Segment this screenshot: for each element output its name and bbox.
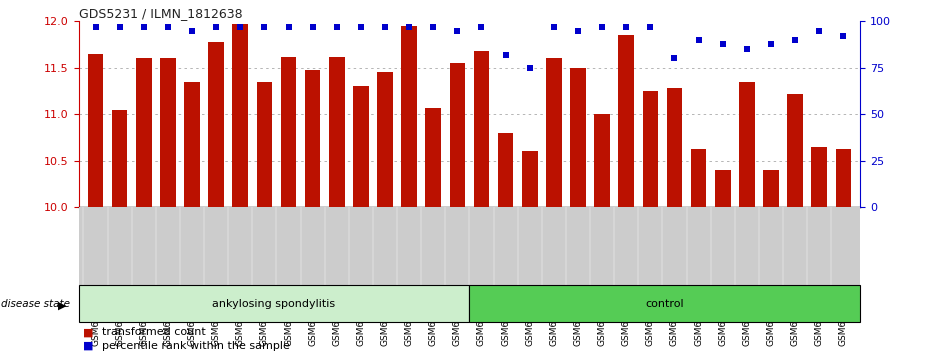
Bar	[426, 108, 441, 207]
Point	[329, 24, 344, 30]
Bar	[450, 63, 465, 207]
Bar	[763, 170, 779, 207]
Point	[715, 41, 730, 46]
Text: control: control	[646, 298, 684, 309]
Bar	[112, 109, 128, 207]
Bar	[208, 42, 224, 207]
Bar	[594, 114, 610, 207]
Bar	[280, 57, 296, 207]
Point	[353, 24, 368, 30]
Text: disease state: disease state	[1, 298, 70, 309]
Text: ■: ■	[83, 327, 93, 337]
Point	[257, 24, 272, 30]
Point	[667, 56, 682, 61]
Point	[788, 37, 803, 42]
Bar	[715, 170, 731, 207]
Text: transformed count: transformed count	[102, 327, 205, 337]
Bar	[522, 152, 537, 207]
Bar	[667, 88, 683, 207]
Point	[836, 33, 851, 39]
Bar	[401, 26, 417, 207]
Bar	[570, 68, 586, 207]
Bar	[136, 58, 152, 207]
Bar	[232, 24, 248, 207]
Point	[619, 24, 634, 30]
Point	[547, 24, 561, 30]
Bar	[546, 58, 561, 207]
Point	[305, 24, 320, 30]
Point	[475, 24, 489, 30]
Bar	[329, 57, 345, 207]
Bar	[811, 147, 827, 207]
Bar	[256, 82, 272, 207]
Bar	[787, 94, 803, 207]
Point	[209, 24, 224, 30]
Point	[136, 24, 151, 30]
Point	[571, 28, 586, 33]
Point	[281, 24, 296, 30]
Bar	[470, 285, 860, 322]
Point	[523, 65, 537, 70]
Text: percentile rank within the sample: percentile rank within the sample	[102, 341, 290, 351]
Bar	[643, 91, 659, 207]
Bar	[160, 58, 176, 207]
Bar	[739, 82, 755, 207]
Text: ▶: ▶	[58, 300, 67, 310]
Bar	[835, 149, 851, 207]
Bar	[474, 51, 489, 207]
Point	[450, 28, 464, 33]
Point	[112, 24, 127, 30]
Point	[812, 28, 827, 33]
Point	[233, 24, 248, 30]
Point	[401, 24, 416, 30]
Bar	[619, 35, 634, 207]
Bar	[691, 149, 707, 207]
Point	[595, 24, 610, 30]
Point	[185, 28, 200, 33]
Bar	[184, 82, 200, 207]
Point	[88, 24, 103, 30]
Point	[691, 37, 706, 42]
Bar	[305, 70, 320, 207]
Bar	[377, 72, 393, 207]
Point	[764, 41, 779, 46]
Point	[377, 24, 392, 30]
Bar	[88, 54, 104, 207]
Text: GDS5231 / ILMN_1812638: GDS5231 / ILMN_1812638	[79, 7, 242, 20]
Point	[426, 24, 440, 30]
Bar	[353, 86, 369, 207]
Text: ■: ■	[83, 341, 93, 351]
Point	[739, 46, 754, 52]
Point	[499, 52, 513, 57]
Point	[160, 24, 175, 30]
Bar	[498, 133, 513, 207]
Text: ankylosing spondylitis: ankylosing spondylitis	[213, 298, 336, 309]
Bar	[79, 285, 470, 322]
Point	[643, 24, 658, 30]
